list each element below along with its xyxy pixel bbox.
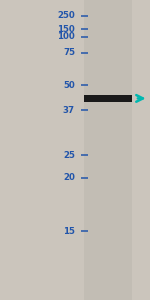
Text: 25: 25 bbox=[63, 151, 75, 160]
Bar bbox=[84, 95, 132, 102]
Text: 100: 100 bbox=[57, 32, 75, 41]
Text: 15: 15 bbox=[63, 226, 75, 236]
Text: 150: 150 bbox=[57, 25, 75, 34]
Text: 50: 50 bbox=[63, 81, 75, 90]
Bar bbox=[84, 0, 132, 300]
Text: 37: 37 bbox=[63, 106, 75, 115]
Text: 250: 250 bbox=[57, 11, 75, 20]
Text: 75: 75 bbox=[63, 48, 75, 57]
Text: 20: 20 bbox=[63, 173, 75, 182]
